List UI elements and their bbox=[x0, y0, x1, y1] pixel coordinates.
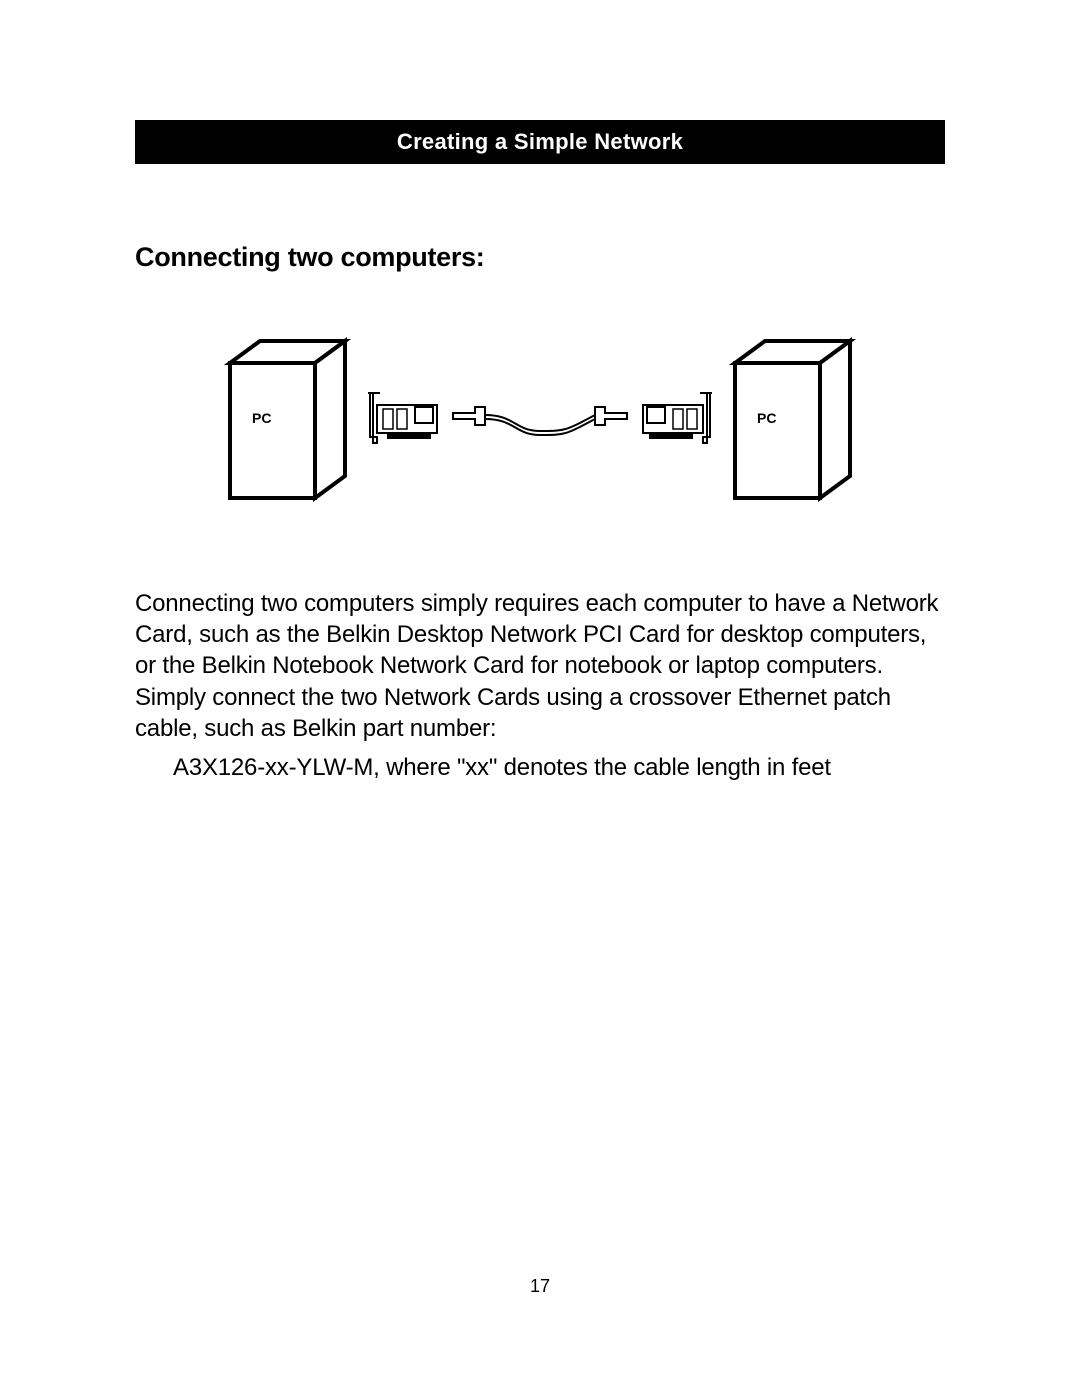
page-header-bar: Creating a Simple Network bbox=[135, 120, 945, 164]
left-pc-icon: PC bbox=[230, 341, 345, 498]
body-paragraph: Connecting two computers simply requires… bbox=[135, 588, 945, 744]
section-heading: Connecting two computers: bbox=[135, 242, 945, 273]
left-pc-label: PC bbox=[252, 410, 271, 426]
network-diagram-svg: PC PC bbox=[205, 333, 875, 513]
ethernet-cable-icon bbox=[485, 415, 595, 435]
right-pc-label: PC bbox=[757, 410, 776, 426]
document-page: Creating a Simple Network Connecting two… bbox=[0, 0, 1080, 1397]
right-network-card-icon bbox=[643, 393, 712, 443]
left-network-card-icon bbox=[368, 393, 437, 443]
page-number: 17 bbox=[0, 1276, 1080, 1297]
left-cable-connector-icon bbox=[453, 407, 485, 425]
right-pc-icon: PC bbox=[735, 341, 850, 498]
right-cable-connector-icon bbox=[595, 407, 627, 425]
body-text-block: Connecting two computers simply requires… bbox=[135, 588, 945, 783]
page-header-title: Creating a Simple Network bbox=[397, 129, 683, 154]
part-number-line: A3X126-xx-YLW-M, where "xx" denotes the … bbox=[135, 752, 945, 783]
network-diagram: PC PC bbox=[135, 333, 945, 513]
